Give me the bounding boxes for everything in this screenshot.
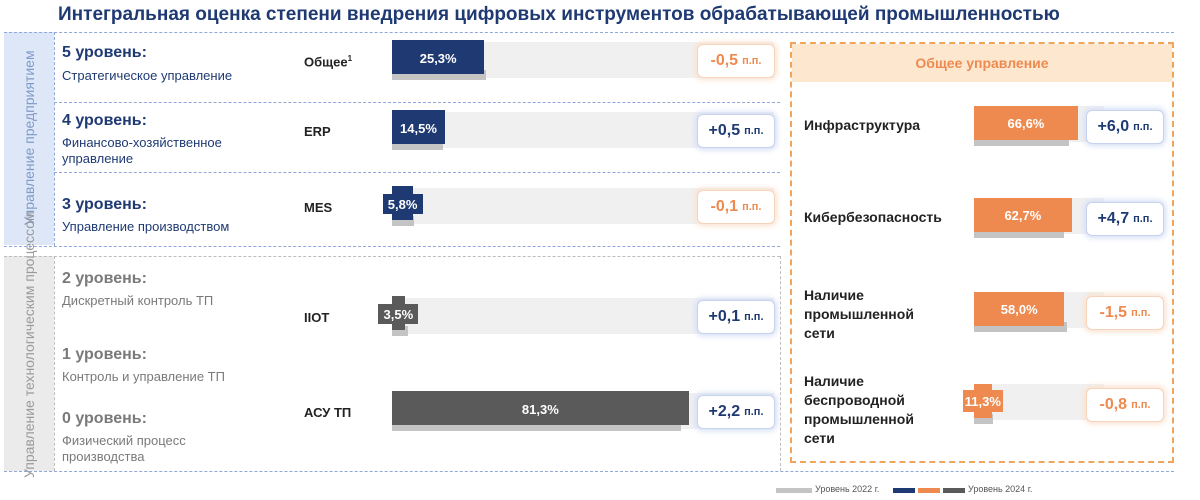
gm-delta-0-value: +6,0 — [1097, 118, 1130, 135]
tool-delta-4: +2,2 п.п. — [697, 395, 775, 429]
process-management-band — [4, 256, 54, 471]
gm-delta-2-unit: п.п. — [1131, 307, 1151, 319]
level-4-title: 4 уровень: — [62, 112, 147, 129]
gm-label-0: Инфраструктура — [804, 117, 921, 133]
gm-bar-2022-3 — [974, 414, 993, 424]
bar-2022-1 — [392, 140, 444, 150]
legend-swatch-2024-orange — [918, 488, 940, 493]
bar-2024-label-3: 3,5% — [378, 304, 419, 324]
tool-label-0: Общее1 — [304, 54, 353, 70]
general-management-header: Общее управление — [792, 44, 1172, 82]
legend-swatch-2024-gray — [943, 488, 965, 493]
tool-delta-2-value: -0,1 — [710, 198, 739, 215]
gm-delta-0-unit: п.п. — [1133, 121, 1153, 133]
divider-level-3 — [54, 172, 780, 173]
level-5-desc: Стратегическое управление — [62, 68, 233, 83]
level-3-desc: Управление производством — [62, 219, 230, 234]
divider-level-4 — [54, 102, 780, 103]
general-management-box — [790, 42, 1174, 463]
tool-delta-0-value: -0,5 — [710, 52, 739, 69]
gm-delta-3-value: -0,8 — [1099, 396, 1128, 413]
gm-delta-1-unit: п.п. — [1133, 213, 1153, 225]
process-management-label: Управление технологическим процессом — [21, 211, 37, 478]
bar-2022-0 — [392, 70, 487, 80]
gm-delta-1: +4,7 п.п. — [1086, 202, 1164, 236]
tool-delta-0-unit: п.п. — [742, 55, 762, 67]
tool-delta-2: -0,1 п.п. — [697, 190, 775, 224]
gm-delta-2: -1,5 п.п. — [1086, 296, 1164, 330]
level-0-title: 0 уровень: — [62, 410, 147, 427]
enterprise-management-label: Управление предприятием — [21, 50, 37, 226]
level-0-desc: Физический процесс производства — [62, 433, 186, 464]
tool-label-4: АСУ ТП — [304, 405, 352, 420]
gm-delta-3-unit: п.п. — [1131, 399, 1151, 411]
tool-delta-2-unit: п.п. — [742, 201, 762, 213]
gm-delta-0: +6,0 п.п. — [1086, 110, 1164, 144]
tool-delta-3: +0,1 п.п. — [697, 300, 775, 334]
bar-2022-2 — [392, 216, 414, 226]
gm-delta-3: -0,8 п.п. — [1086, 388, 1164, 422]
tool-label-2: MES — [304, 200, 333, 215]
legend-label-2022: Уровень 2022 г. — [815, 484, 880, 494]
level-5-title: 5 уровень: — [62, 44, 147, 61]
gm-bar-2022-0 — [974, 136, 1069, 146]
level-2-desc: Дискретный контроль ТП — [62, 293, 214, 308]
divider-sections — [4, 246, 780, 247]
level-3-title: 3 уровень: — [62, 196, 147, 213]
level-4-desc: Финансово-хозяйственное управление — [62, 135, 222, 166]
divider-tech-top — [4, 256, 780, 257]
tool-delta-4-unit: п.п. — [744, 406, 764, 418]
gm-bar-2024-label-3: 11,3% — [962, 390, 1003, 412]
level-2-title: 2 уровень: — [62, 270, 147, 287]
bar-2024-label-2: 5,8% — [382, 194, 423, 214]
tool-label-1: ERP — [304, 124, 331, 139]
tool-delta-1-unit: п.п. — [744, 125, 764, 137]
legend-swatch-2022 — [776, 488, 812, 493]
tool-delta-3-unit: п.п. — [744, 311, 764, 323]
enterprise-management-band — [4, 32, 54, 245]
gm-label-2: Наличие промышленной сети — [804, 287, 914, 341]
gm-delta-2-value: -1,5 — [1099, 304, 1128, 321]
tool-delta-0: -0,5 п.п. — [697, 44, 775, 78]
divider-bottom — [4, 471, 1174, 472]
divider-tech-right — [780, 256, 781, 471]
level-1-title: 1 уровень: — [62, 346, 147, 363]
tool-delta-1-value: +0,5 — [708, 122, 741, 139]
tool-label-footnote: 1 — [347, 54, 353, 63]
gm-bar-2024-label-1: 62,7% — [974, 204, 1072, 226]
gm-bar-2022-1 — [974, 228, 1065, 238]
bar-2022-3 — [392, 326, 408, 336]
divider-top — [4, 32, 1174, 33]
gm-bar-2022-2 — [974, 322, 1067, 332]
tool-label-3: IIOT — [304, 310, 330, 325]
bar-2022-4 — [392, 421, 681, 431]
page-title: Интегральная оценка степени внедрения ци… — [58, 4, 1060, 25]
bar-2024-label-0: 25,3% — [392, 48, 485, 68]
level-1-desc: Контроль и управление ТП — [62, 369, 225, 384]
bar-2024-label-4: 81,3% — [392, 399, 689, 419]
bar-2024-label-1: 14,5% — [392, 118, 445, 138]
legend-label-2024: Уровень 2024 г. — [968, 484, 1033, 494]
gm-bar-2024-label-2: 58,0% — [974, 298, 1065, 320]
tool-delta-1: +0,5 п.п. — [697, 114, 775, 148]
gm-label-3: Наличие беспроводной промышленной сети — [804, 373, 914, 446]
gm-label-1: Кибербезопасность — [804, 209, 942, 225]
gm-bar-2024-label-0: 66,6% — [974, 112, 1078, 134]
tool-delta-4-value: +2,2 — [708, 403, 741, 420]
legend-swatch-2024-navy — [893, 488, 915, 493]
divider-tech-vertical — [54, 256, 55, 471]
divider-mgmt-vertical — [54, 32, 55, 246]
tool-delta-3-value: +0,1 — [708, 308, 741, 325]
gm-delta-1-value: +4,7 — [1097, 210, 1130, 227]
